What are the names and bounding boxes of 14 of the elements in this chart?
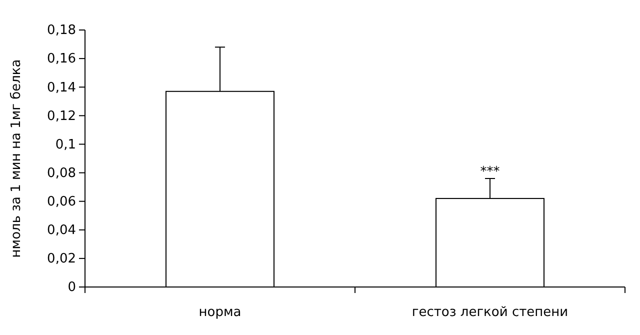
y-tick-label: 0,02 bbox=[47, 252, 76, 267]
y-tick-label: 0,16 bbox=[47, 52, 76, 67]
y-tick-label: 0,14 bbox=[47, 80, 76, 96]
y-tick-label: 0,08 bbox=[47, 166, 76, 181]
y-axis-title: нмоль за 1 мин на 1мг белка bbox=[9, 59, 24, 258]
y-tick-label: 0,1 bbox=[55, 137, 76, 152]
y-tick-label: 0 bbox=[68, 280, 76, 296]
x-tick-label: норма bbox=[198, 305, 242, 320]
y-tick-label: 0,04 bbox=[47, 223, 76, 238]
y-tick-label: 0,06 bbox=[47, 194, 76, 210]
y-tick-label: 0,18 bbox=[47, 23, 76, 38]
y-tick-label: 0,12 bbox=[47, 108, 76, 124]
annotation: *** bbox=[480, 164, 500, 180]
x-tick-label: гестоз легкой степени bbox=[412, 305, 568, 320]
